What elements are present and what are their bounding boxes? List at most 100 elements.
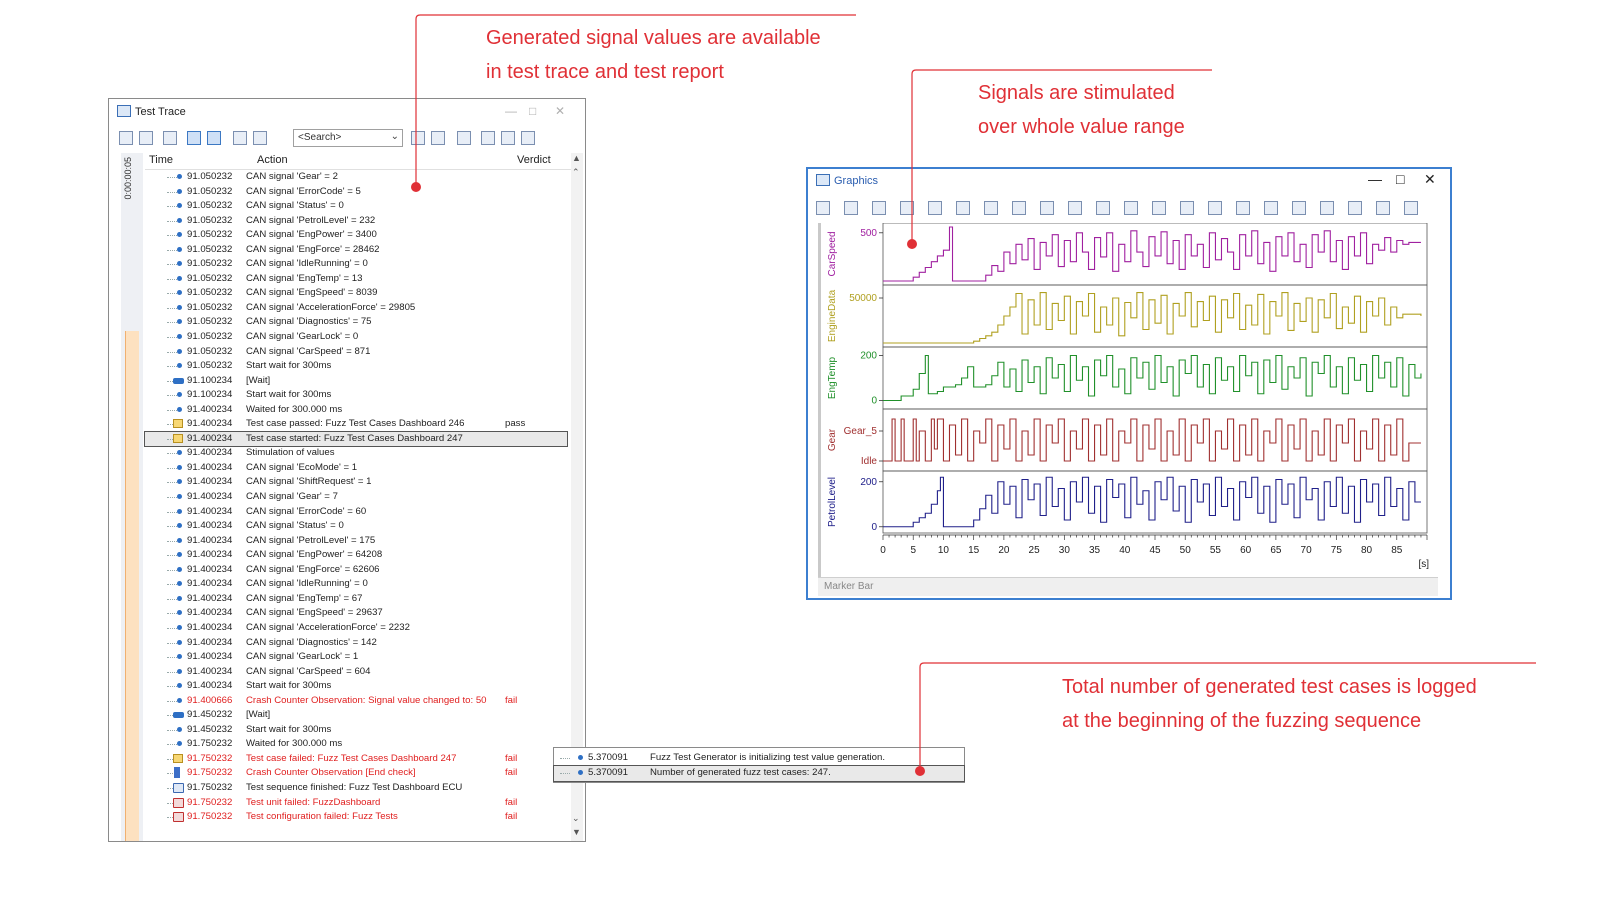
trace-row[interactable]: 91.100234 [Wait] xyxy=(145,374,567,389)
prev-icon[interactable] xyxy=(1208,201,1222,215)
scroll-down-icon[interactable]: ⌄ xyxy=(572,813,580,823)
trace-row[interactable]: 91.400234 Waited for 300.000 ms xyxy=(145,403,567,418)
scroll-bottom-icon[interactable]: ▼ xyxy=(572,827,581,837)
trace-row[interactable]: 91.400234 CAN signal 'GearLock' = 1 xyxy=(145,650,567,665)
trace-settings-icon[interactable] xyxy=(119,131,133,145)
scroll-up-icon[interactable]: ⌃ xyxy=(572,167,580,177)
trace-row[interactable]: 91.400234 CAN signal 'AccelerationForce' … xyxy=(145,621,567,636)
close-icon[interactable]: ✕ xyxy=(555,104,566,118)
filter-active-icon[interactable] xyxy=(187,131,201,145)
trace-row[interactable]: 91.050232 CAN signal 'AccelerationForce' … xyxy=(145,301,567,316)
maximize-icon[interactable]: □ xyxy=(1396,171,1405,187)
trace-row[interactable]: 91.400234 CAN signal 'IdleRunning' = 0 xyxy=(145,577,567,592)
trace-row[interactable]: 91.450232 Start wait for 300ms xyxy=(145,723,567,738)
trace-row[interactable]: 91.400234 CAN signal 'EngPower' = 64208 xyxy=(145,548,567,563)
chevron-down-icon[interactable]: ⌄ xyxy=(390,131,399,142)
close-icon[interactable]: ✕ xyxy=(1424,171,1436,187)
trace-row[interactable]: 91.050232 CAN signal 'Gear' = 2 xyxy=(145,170,567,185)
trace-row[interactable]: 91.050232 CAN signal 'CarSpeed' = 871 xyxy=(145,345,567,360)
undo-icon[interactable] xyxy=(1292,201,1306,215)
scroll-top-icon[interactable]: ▲ xyxy=(572,153,581,163)
zoom-box-icon[interactable] xyxy=(1096,201,1110,215)
column-action[interactable]: Action xyxy=(257,154,288,166)
view-icon[interactable] xyxy=(1264,201,1278,215)
marker-bar[interactable]: Marker Bar xyxy=(818,577,1438,596)
trace-row[interactable]: 91.050232 CAN signal 'EngTemp' = 13 xyxy=(145,272,567,287)
trace-row[interactable]: 91.400234 CAN signal 'EngForce' = 62606 xyxy=(145,563,567,578)
trace-row[interactable]: 91.400234 CAN signal 'CarSpeed' = 604 xyxy=(145,665,567,680)
trace-row[interactable]: 91.400234 CAN signal 'ErrorCode' = 60 xyxy=(145,505,567,520)
find-icon[interactable] xyxy=(139,131,153,145)
trace-row[interactable]: 91.400234 Start wait for 300ms xyxy=(145,679,567,694)
trace-row[interactable]: 91.400234 CAN signal 'PetrolLevel' = 175 xyxy=(145,534,567,549)
fuzz-log-row[interactable]: 5.370091 Fuzz Test Generator is initializ… xyxy=(554,751,964,766)
redo-icon[interactable] xyxy=(1320,201,1334,215)
axis-icon[interactable] xyxy=(1012,201,1026,215)
sync-icon[interactable] xyxy=(521,131,535,145)
layout-icon[interactable] xyxy=(928,201,942,215)
trace-row[interactable]: 91.750232 Waited for 300.000 ms xyxy=(145,737,567,752)
report-icon[interactable] xyxy=(501,131,515,145)
trace-row[interactable]: 91.750232 Test configuration failed: Fuzz… xyxy=(145,810,567,825)
trace-row[interactable]: 91.400234 CAN signal 'EcoMode' = 1 xyxy=(145,461,567,476)
trace-row[interactable]: 91.050232 CAN signal 'PetrolLevel' = 232 xyxy=(145,214,567,229)
trace-row[interactable]: 91.400234 CAN signal 'EngSpeed' = 29637 xyxy=(145,606,567,621)
signal-icon[interactable] xyxy=(956,201,970,215)
trace-row[interactable]: 91.050232 CAN signal 'Diagnostics' = 75 xyxy=(145,315,567,330)
trace-row[interactable]: 91.050232 CAN signal 'GearLock' = 0 xyxy=(145,330,567,345)
trace-row[interactable]: 91.400234 CAN signal 'EngTemp' = 67 xyxy=(145,592,567,607)
config-icon[interactable] xyxy=(1348,201,1362,215)
scale-icon[interactable] xyxy=(1124,201,1138,215)
trace-row[interactable]: 91.050232 CAN signal 'EngPower' = 3400 xyxy=(145,228,567,243)
options-icon[interactable] xyxy=(1404,201,1418,215)
pause-icon[interactable] xyxy=(844,201,858,215)
filter-icon[interactable] xyxy=(163,131,177,145)
minimize-icon[interactable]: — xyxy=(505,104,517,118)
export-icon[interactable] xyxy=(1376,201,1390,215)
trace-row[interactable]: 91.750232 Test case failed: Fuzz Test Cas… xyxy=(145,752,567,767)
trace-row[interactable]: 91.400666 Crash Counter Observation: Sign… xyxy=(145,694,567,709)
column-verdict[interactable]: Verdict xyxy=(517,154,551,166)
maximize-icon[interactable]: □ xyxy=(529,104,537,118)
trace-row[interactable]: 91.050232 CAN signal 'IdleRunning' = 0 xyxy=(145,257,567,272)
trace-row[interactable]: 91.750232 Crash Counter Observation [End … xyxy=(145,766,567,781)
vertical-scrollbar[interactable]: ▲ ⌃ ⌄ ▼ xyxy=(571,153,583,841)
trace-row[interactable]: 91.750232 Test sequence finished: Fuzz Te… xyxy=(145,781,567,796)
trace-row[interactable]: 91.400234 CAN signal 'ShiftRequest' = 1 xyxy=(145,475,567,490)
trace-row[interactable]: 91.400234 Stimulation of values xyxy=(145,446,567,461)
zoom-out-icon[interactable] xyxy=(1068,201,1082,215)
minimize-icon[interactable]: — xyxy=(1368,171,1382,187)
zoom-x-icon[interactable] xyxy=(872,201,886,215)
delta-time-icon[interactable] xyxy=(253,131,267,145)
trace-action: CAN signal 'EngPower' = 3400 xyxy=(246,229,377,241)
trace-row[interactable]: 91.100234 Start wait for 300ms xyxy=(145,388,567,403)
trace-row[interactable]: 91.050232 Start wait for 300ms xyxy=(145,359,567,374)
trace-row[interactable]: 91.400234 CAN signal 'Status' = 0 xyxy=(145,519,567,534)
trace-row[interactable]: 91.400234 Test case started: Fuzz Test Ca… xyxy=(144,430,568,448)
zoom-in-icon[interactable] xyxy=(1040,201,1054,215)
search-input[interactable]: <Search> ⌄ xyxy=(293,129,403,147)
trace-row[interactable]: 91.050232 CAN signal 'EngForce' = 28462 xyxy=(145,243,567,258)
filter-toggle-icon[interactable] xyxy=(207,131,221,145)
trace-row[interactable]: 91.050232 CAN signal 'ErrorCode' = 5 xyxy=(145,185,567,200)
columns-icon[interactable] xyxy=(457,131,471,145)
search-next-icon[interactable] xyxy=(431,131,445,145)
fit-icon[interactable] xyxy=(816,201,830,215)
trace-row[interactable]: 91.450232 [Wait] xyxy=(145,708,567,723)
fuzz-log-row[interactable]: 5.370091 Number of generated fuzz test ca… xyxy=(553,765,965,782)
trace-row[interactable]: 91.400234 CAN signal 'Diagnostics' = 142 xyxy=(145,636,567,651)
zoom-y-icon[interactable] xyxy=(900,201,914,215)
trace-row[interactable]: 91.050232 CAN signal 'EngSpeed' = 8039 xyxy=(145,286,567,301)
trace-row[interactable]: 91.400234 CAN signal 'Gear' = 7 xyxy=(145,490,567,505)
line-style-icon[interactable] xyxy=(984,201,998,215)
trace-row[interactable]: 91.750232 Test unit failed: FuzzDashboard… xyxy=(145,796,567,811)
next-icon[interactable] xyxy=(1236,201,1250,215)
search-prev-icon[interactable] xyxy=(411,131,425,145)
trace-row[interactable]: 91.050232 CAN signal 'Status' = 0 xyxy=(145,199,567,214)
measure-icon[interactable] xyxy=(1180,201,1194,215)
pause-icon[interactable] xyxy=(233,131,247,145)
trace-row[interactable]: 91.400234 Test case passed: Fuzz Test Cas… xyxy=(145,417,567,432)
cursor-icon[interactable] xyxy=(1152,201,1166,215)
column-time[interactable]: Time xyxy=(149,154,174,166)
export-icon[interactable] xyxy=(481,131,495,145)
